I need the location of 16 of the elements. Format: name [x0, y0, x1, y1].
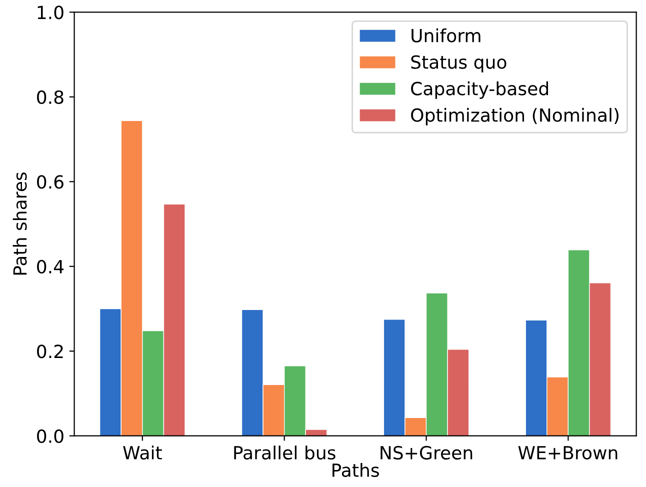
- y-tick-label: 0.6: [37, 175, 64, 189]
- x-tick-label: WE+Brown: [518, 446, 618, 460]
- y-tick-label: 0.2: [37, 344, 63, 358]
- y-tick-label: 0.4: [37, 260, 64, 274]
- legend-label: Status quo: [411, 55, 506, 72]
- legend-label: Optimization (Nominal): [411, 108, 619, 126]
- x-tick-label: NS+Green: [380, 446, 472, 460]
- x-tick-label: Parallel bus: [234, 446, 336, 460]
- y-tick-label: 1.0: [38, 6, 64, 20]
- x-axis-title: Paths: [332, 463, 379, 478]
- y-axis-title: Path shares: [12, 172, 27, 275]
- y-tick-label: 0.8: [37, 90, 64, 104]
- legend-label: Uniform: [412, 28, 480, 42]
- y-tick-label: 0.0: [37, 429, 64, 443]
- legend-label: Capacity-based: [411, 81, 548, 99]
- x-tick-label: Wait: [123, 446, 162, 460]
